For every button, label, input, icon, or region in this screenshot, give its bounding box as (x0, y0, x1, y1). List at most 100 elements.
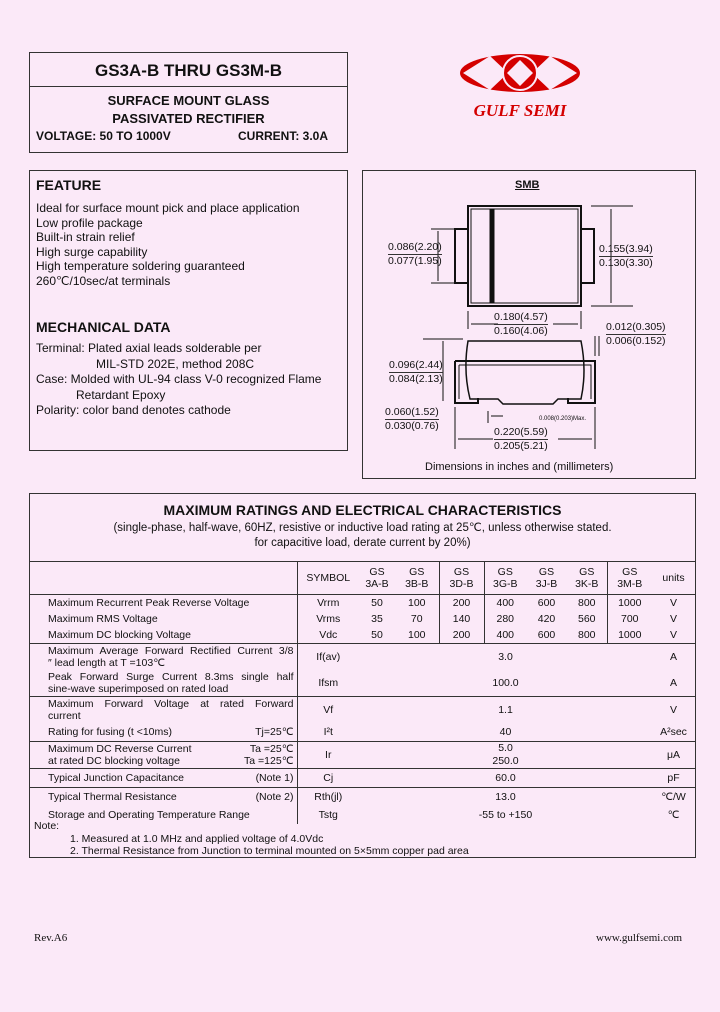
package-name: SMB (515, 179, 540, 191)
part-header: GS 3K-B (567, 561, 607, 595)
dim-body-length: 0.180(4.57) 0.160(4.06) (494, 311, 548, 337)
ratings-subtitle-1: (single-phase, half-wave, 60HZ, resistiv… (113, 522, 612, 534)
row-value: 560 (577, 613, 596, 625)
row-description: Maximum RMS Voltage (48, 613, 158, 625)
table-row: Maximum Forward Voltage at rated Forward… (30, 696, 695, 723)
part-header: GS 3A-B (359, 561, 395, 595)
feature-item: Ideal for surface mount pick and place a… (36, 201, 300, 215)
row-unit: V (669, 613, 677, 625)
part-header: GS 3G-B (483, 561, 526, 595)
row-unit: μA (652, 741, 695, 769)
mechanical-line: Terminal: Plated axial leads solderable … (36, 341, 262, 355)
row-value: 100 (407, 629, 426, 641)
row-value: 800 (567, 594, 607, 611)
row-value: 50 (371, 629, 383, 641)
part-header: GS 3M-B (606, 561, 652, 595)
feature-item: Built-in strain relief (36, 230, 135, 245)
row-description: Typical Junction Capacitance (Note 1) (30, 768, 297, 788)
dim-lead-width: 0.086(2.20) 0.077(1.95) (388, 241, 442, 267)
diagram-caption: Dimensions in inches and (millimeters) (425, 461, 614, 473)
row-value: 1000 (606, 627, 652, 644)
row-value: 1000 (606, 594, 652, 611)
table-row: Maximum Average Forward Rectified Curren… (30, 643, 695, 670)
row-value: 700 (606, 611, 652, 627)
row-value: 400 (483, 594, 526, 611)
row-symbol: Rth(jl) (296, 787, 359, 806)
website-link[interactable]: www.gulfsemi.com (596, 932, 683, 944)
ratings-box: MAXIMUM RATINGS AND ELECTRICAL CHARACTER… (29, 493, 696, 858)
row-value: 3.0 (359, 643, 652, 670)
feature-item: 260℃/10sec/at terminals (36, 273, 171, 288)
note-2: 2. Thermal Resistance from Junction to t… (70, 845, 469, 857)
row-symbol: Vdc (296, 627, 359, 644)
row-value: 100.0 (492, 676, 519, 689)
row-unit: A (669, 677, 677, 689)
dim-overall-length: 0.220(5.59) 0.205(5.21) (494, 426, 548, 452)
page-title: GS3A-B THRU GS3M-B (94, 61, 282, 80)
feature-item: Low profile package (36, 215, 143, 230)
subtitle-1: SURFACE MOUNT GLASS (107, 93, 270, 108)
row-symbol: Ifsm (296, 670, 359, 697)
feature-list: Ideal for surface mount pick and place a… (36, 201, 300, 289)
mechanical-heading: MECHANICAL DATA (36, 319, 171, 335)
ratings-table: SYMBOL GS 3A-B GS 3B-B GS 3D-B GS 3G-B GS 3J-… (30, 561, 695, 824)
row-description: Maximum Recurrent Peak Reverse Voltage (30, 594, 297, 611)
package-drawing (423, 205, 633, 449)
dim-lead-thickness: 0.012(0.305) 0.006(0.152) (606, 321, 666, 347)
row-symbol: Vf (296, 696, 359, 723)
table-row: Maximum Recurrent Peak Reverse Voltage Vr… (30, 594, 695, 611)
row-symbol: Vrrm (296, 594, 359, 611)
part-header: GS 3D-B (438, 561, 484, 595)
row-value: 280 (483, 611, 526, 627)
mechanical-line: Case: Molded with UL-94 class V-0 recogn… (36, 372, 322, 386)
gulf-semi-logo: GULF SEMI (458, 52, 582, 121)
row-value: 200 (438, 627, 484, 644)
table-row: Storage and Operating Temperature Range T… (30, 806, 695, 824)
table-row: Maximum RMS Voltage Vrms 35 70 140 280 420 560 7… (30, 611, 695, 627)
row-description: Maximum Average Forward Rectified Curren… (30, 643, 297, 670)
mechanical-list: Terminal: Plated axial leads solderable … (36, 341, 321, 419)
row-value: 400 (483, 627, 526, 644)
row-symbol: Tstg (296, 806, 359, 824)
row-value: -55 to +150 (478, 808, 533, 821)
ratings-title: MAXIMUM RATINGS AND ELECTRICAL CHARACTER… (163, 502, 562, 518)
row-unit: ℃/W (652, 787, 695, 806)
title-box: GS3A-B THRU GS3M-B SURFACE MOUNT GLASS P… (29, 52, 348, 153)
dim-height: 0.096(2.44) 0.084(2.13) (389, 359, 443, 385)
row-symbol: If(av) (296, 643, 359, 670)
row-description: Maximum DC blocking Voltage (48, 629, 191, 641)
row-symbol: Ir (296, 741, 359, 769)
table-row: Maximum DC blocking Voltage Vdc 50 100 200 40… (30, 627, 695, 644)
row-value: 60.0 (359, 768, 652, 788)
table-row: Typical Thermal Resistance (Note 2) Rth(jl… (30, 787, 695, 806)
row-unit: ℃ (667, 809, 680, 821)
row-symbol: Cj (296, 768, 359, 788)
row-unit: pF (652, 768, 695, 788)
row-value: 50 (359, 594, 395, 611)
dim-standoff: 0.008(0.203)Max. (539, 416, 587, 422)
row-value: 200 (438, 594, 484, 611)
row-description: Peak Forward Surge Current 8.3ms single … (48, 671, 294, 695)
current-spec: CURRENT: 3.0A (238, 129, 329, 143)
row-value: 800 (577, 629, 596, 641)
row-value: 13.0 (359, 787, 652, 806)
ratings-subtitle-2: for capacitive load, derate current by 2… (254, 537, 471, 549)
row-value: 140 (438, 611, 484, 627)
mechanical-line: Polarity: color band denotes cathode (36, 403, 231, 417)
logo-text: GULF SEMI (473, 101, 567, 120)
note-1: 1. Measured at 1.0 MHz and applied volta… (70, 833, 324, 845)
mechanical-line: MIL-STD 202E, method 208C (96, 356, 255, 371)
row-description: Maximum DC Reverse Current Ta =25℃ at rate… (30, 741, 297, 769)
row-description: Maximum Forward Voltage at rated Forward… (30, 696, 297, 723)
table-row: Rating for fusing (t <10ms) Tj=25℃ I²t 40 A²… (30, 723, 695, 742)
table-row: Typical Junction Capacitance (Note 1) Cj 60… (30, 768, 695, 788)
row-value: 600 (537, 629, 556, 641)
feature-item: High surge capability (36, 244, 148, 259)
part-header: GS 3B-B (395, 561, 439, 595)
table-row: Peak Forward Surge Current 8.3ms single … (30, 670, 695, 697)
row-description: Typical Thermal Resistance (Note 2) (30, 787, 297, 806)
feature-heading: FEATURE (36, 177, 102, 193)
symbol-header: SYMBOL (296, 561, 359, 595)
feature-box: FEATURE Ideal for surface mount pick and… (29, 170, 348, 451)
units-header: units (652, 561, 695, 595)
